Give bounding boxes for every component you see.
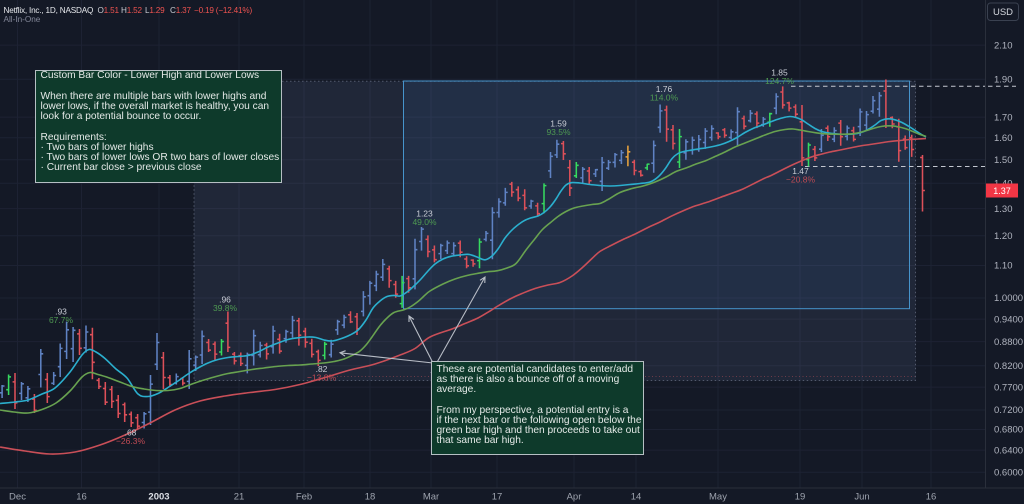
svg-text:0.9400: 0.9400 — [994, 314, 1023, 325]
svg-text:Feb: Feb — [296, 492, 312, 503]
svg-text:1.76: 1.76 — [656, 84, 673, 94]
svg-text:Dec: Dec — [9, 492, 26, 503]
svg-text:1.60: 1.60 — [994, 133, 1013, 144]
svg-text:0.7700: 0.7700 — [994, 382, 1023, 393]
svg-text:−20.8%: −20.8% — [786, 175, 816, 185]
svg-text:1.20: 1.20 — [994, 231, 1013, 242]
svg-text:1.30: 1.30 — [994, 204, 1013, 215]
svg-text:1.0000: 1.0000 — [994, 293, 1023, 304]
svg-text:0.8800: 0.8800 — [994, 337, 1023, 348]
svg-text:1.23: 1.23 — [416, 209, 433, 219]
svg-text:19: 19 — [795, 492, 806, 503]
svg-text:H1.52: H1.52 — [121, 6, 143, 15]
svg-text:Netflix, Inc., 1D, NASDAQ: Netflix, Inc., 1D, NASDAQ — [4, 6, 94, 15]
svg-text:1.10: 1.10 — [994, 261, 1013, 272]
svg-text:L1.29: L1.29 — [145, 6, 165, 15]
svg-text:124.7%: 124.7% — [765, 76, 794, 86]
svg-text:0.6000: 0.6000 — [994, 467, 1023, 478]
svg-text:39.8%: 39.8% — [213, 303, 238, 313]
svg-text:14: 14 — [631, 492, 642, 503]
svg-text:67.7%: 67.7% — [49, 315, 74, 325]
svg-text:.82: .82 — [316, 364, 328, 374]
svg-text:2003: 2003 — [148, 492, 169, 503]
svg-text:1.50: 1.50 — [994, 155, 1013, 166]
svg-text:.93: .93 — [55, 307, 67, 317]
svg-text:.68: .68 — [125, 428, 137, 438]
svg-text:−13.8%: −13.8% — [307, 373, 337, 383]
svg-text:1.90: 1.90 — [994, 74, 1013, 85]
svg-text:May: May — [709, 492, 727, 503]
svg-text:0.7200: 0.7200 — [994, 405, 1023, 416]
svg-text:0.8200: 0.8200 — [994, 361, 1023, 372]
svg-text:−0.19 (−12.41%): −0.19 (−12.41%) — [194, 6, 252, 15]
svg-text:1.59: 1.59 — [550, 119, 567, 129]
svg-text:Jun: Jun — [854, 492, 869, 503]
svg-text:18: 18 — [365, 492, 376, 503]
svg-text:Apr: Apr — [567, 492, 582, 503]
svg-text:21: 21 — [234, 492, 245, 503]
svg-text:93.5%: 93.5% — [546, 127, 571, 137]
svg-text:1.70: 1.70 — [994, 112, 1013, 123]
svg-text:C1.37: C1.37 — [170, 6, 192, 15]
svg-text:0.6400: 0.6400 — [994, 445, 1023, 456]
svg-text:1.85: 1.85 — [771, 68, 788, 78]
svg-text:1.47: 1.47 — [792, 166, 809, 176]
svg-text:O1.51: O1.51 — [98, 6, 120, 15]
svg-text:0.6800: 0.6800 — [994, 425, 1023, 436]
svg-text:16: 16 — [926, 492, 937, 503]
svg-text:Mar: Mar — [423, 492, 439, 503]
svg-text:1.37: 1.37 — [993, 186, 1011, 196]
svg-text:114.0%: 114.0% — [650, 93, 679, 103]
svg-text:USD: USD — [993, 7, 1013, 18]
svg-text:17: 17 — [492, 492, 503, 503]
svg-text:−26.3%: −26.3% — [116, 436, 146, 446]
svg-text:2.10: 2.10 — [994, 40, 1013, 51]
svg-text:49.0%: 49.0% — [412, 217, 437, 227]
svg-text:All-In-One: All-In-One — [4, 15, 41, 24]
svg-text:.96: .96 — [219, 295, 231, 305]
svg-text:16: 16 — [76, 492, 87, 503]
